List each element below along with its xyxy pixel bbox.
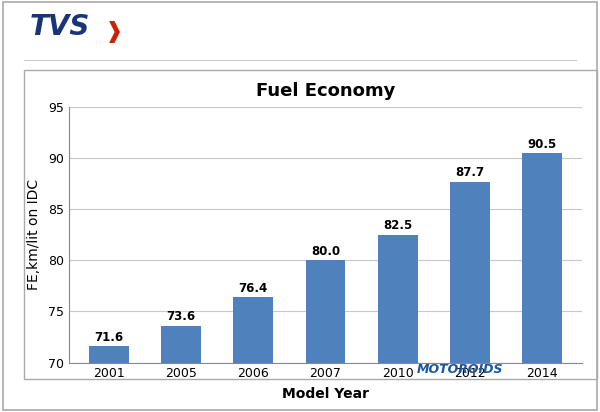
Text: ❱: ❱ <box>105 21 124 43</box>
Y-axis label: FE,km/lit on IDC: FE,km/lit on IDC <box>27 179 41 290</box>
Bar <box>378 235 418 363</box>
X-axis label: Model Year: Model Year <box>282 387 369 401</box>
Text: MOTOROIDS: MOTOROIDS <box>417 363 503 376</box>
Text: 76.4: 76.4 <box>239 282 268 295</box>
Text: 73.6: 73.6 <box>166 310 196 323</box>
Bar <box>89 346 128 363</box>
Text: TVS: TVS <box>30 13 91 41</box>
Bar <box>161 326 201 363</box>
Bar <box>523 153 562 363</box>
Title: Fuel Economy: Fuel Economy <box>256 82 395 100</box>
Bar <box>450 182 490 363</box>
Text: 82.5: 82.5 <box>383 219 412 232</box>
Text: 80.0: 80.0 <box>311 245 340 258</box>
Bar <box>305 260 346 363</box>
Text: 90.5: 90.5 <box>527 138 557 150</box>
Text: 87.7: 87.7 <box>455 166 485 179</box>
Text: 71.6: 71.6 <box>94 331 124 344</box>
Bar <box>233 297 273 363</box>
